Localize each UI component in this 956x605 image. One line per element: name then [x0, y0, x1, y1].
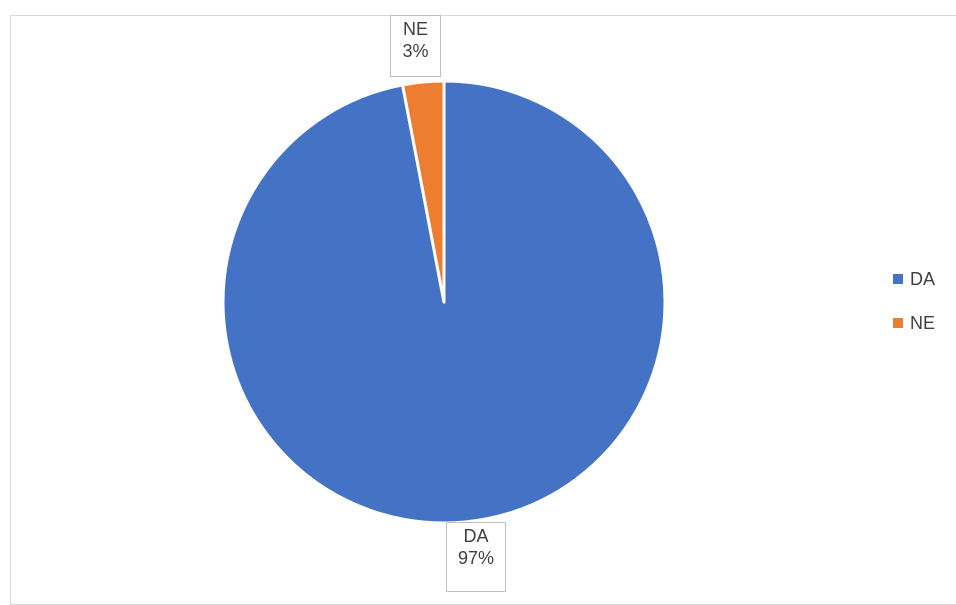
legend-swatch-ne	[893, 318, 903, 328]
pie-slices	[221, 79, 667, 525]
data-label-ne: NE 3%	[390, 15, 441, 77]
legend-item-ne: NE	[893, 312, 935, 334]
legend-label-ne: NE	[910, 312, 936, 333]
legend-item-da: DA	[893, 268, 935, 290]
legend-swatch-da	[893, 274, 903, 284]
data-label-ne-percent: 3%	[402, 41, 429, 61]
legend-label-da: DA	[910, 268, 936, 289]
pie-chart	[221, 79, 667, 525]
data-label-da-category: DA	[463, 526, 489, 546]
data-label-ne-category: NE	[402, 19, 428, 39]
data-label-da-percent: 97%	[457, 548, 495, 568]
pie-slice-ne	[401, 79, 446, 304]
data-label-da: DA 97%	[446, 522, 506, 592]
legend: DA NE	[893, 268, 935, 356]
